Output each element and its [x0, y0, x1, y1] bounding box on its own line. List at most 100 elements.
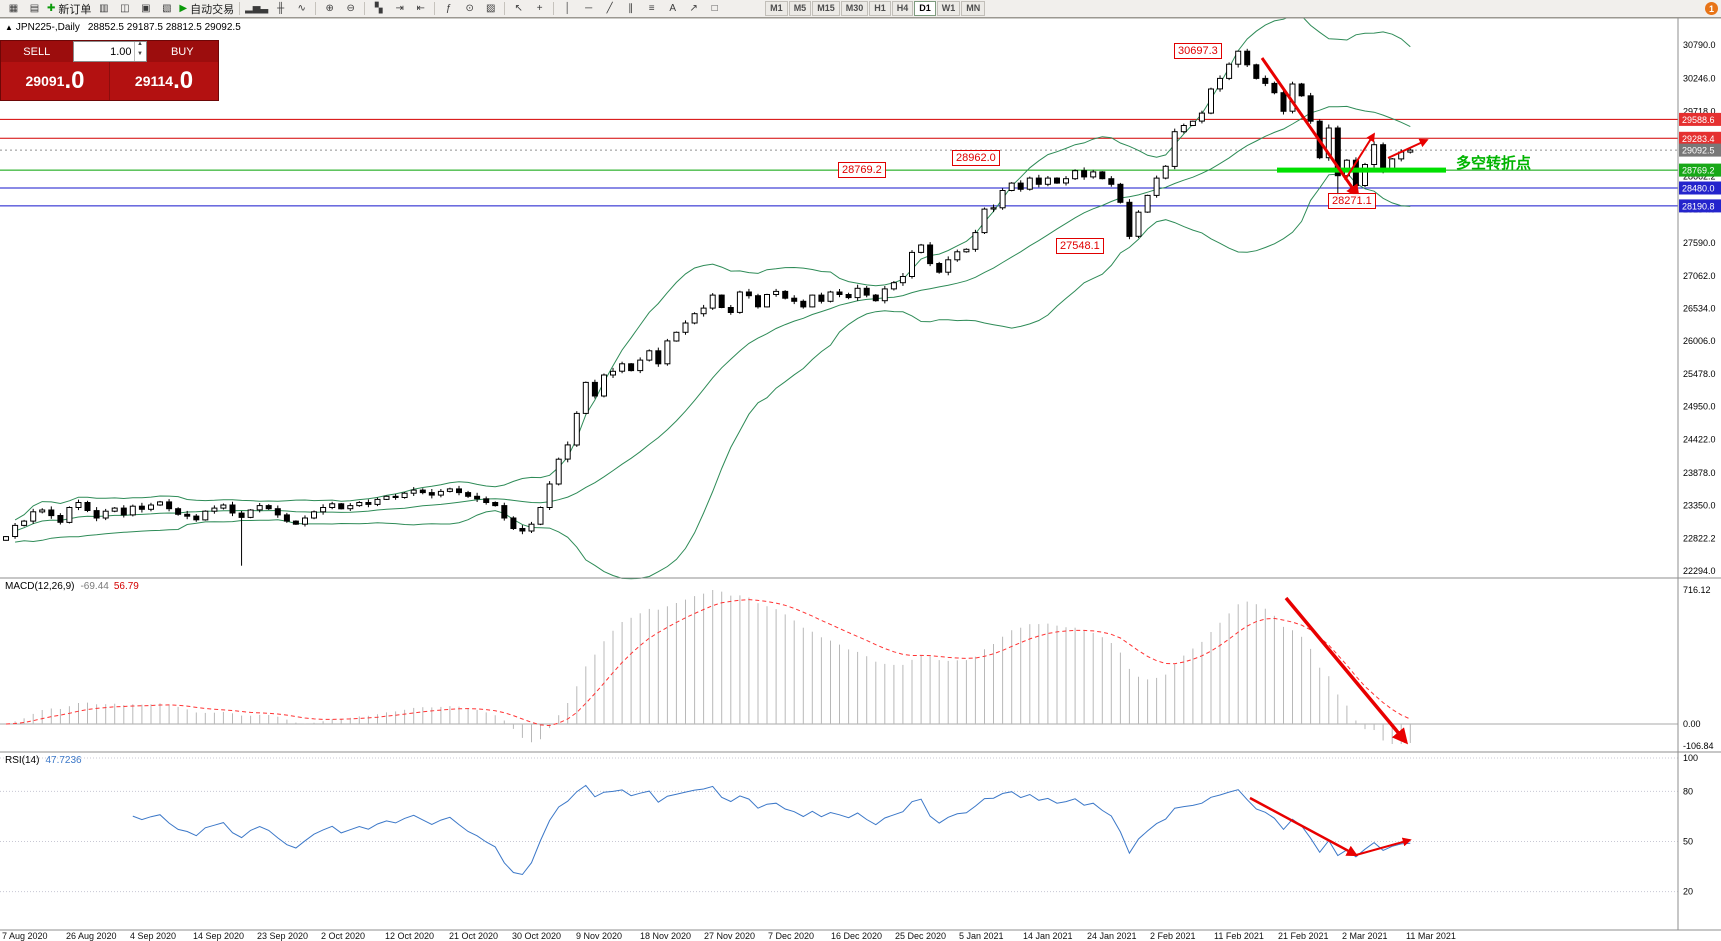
candle-body [102, 510, 109, 519]
candle-body [945, 259, 952, 273]
new-chart-icon[interactable]: ▦ [3, 1, 24, 16]
bar-chart-icon[interactable]: ▂▅▃ [243, 1, 270, 16]
timeframe-w1[interactable]: W1 [936, 1, 961, 16]
turning-point-note[interactable]: 多空转折点 [1456, 155, 1532, 172]
line-chart-icon[interactable]: ∿ [291, 1, 312, 16]
timeframe-d1[interactable]: D1 [914, 1, 936, 16]
chart-shift-icon[interactable]: ⇤ [410, 1, 431, 16]
candle-body [265, 505, 272, 510]
zoom-out-icon[interactable]: ⊖ [340, 1, 361, 16]
auto-scroll-icon[interactable]: ⇥ [389, 1, 410, 16]
volume-down-icon[interactable]: ▼ [137, 50, 143, 57]
candle-body [1334, 127, 1341, 177]
text-label-icon[interactable]: A [662, 1, 683, 16]
buy-price[interactable]: 29114 .0 [110, 62, 218, 100]
price-annotation[interactable]: 28962.0 [952, 150, 1000, 166]
candle-body [537, 507, 544, 525]
candle-body [673, 331, 680, 342]
candle-body [446, 488, 453, 492]
navigator-icon[interactable]: ▣ [135, 1, 156, 16]
candle-body [492, 502, 499, 507]
volume-up-icon[interactable]: ▲ [137, 41, 143, 47]
expand-icon[interactable]: ▲ [5, 23, 13, 32]
trendline-icon: ╱ [606, 3, 613, 14]
price-tick-label: 26534.0 [1683, 304, 1716, 314]
price-tick-label: 23350.0 [1683, 501, 1716, 511]
timeframe-mn[interactable]: MN [961, 1, 986, 16]
rsi-value: 47.7236 [45, 755, 82, 766]
vertical-line-icon[interactable]: │ [557, 1, 578, 16]
trend-arrow[interactable] [1355, 837, 1412, 856]
trend-arrow[interactable] [1260, 57, 1360, 199]
autotrading-button[interactable]: ▶ 自动交易 [177, 1, 236, 16]
candle-body [93, 510, 100, 519]
chart-shift-icon: ⇤ [416, 3, 425, 14]
candle-body [890, 282, 897, 290]
channel-icon[interactable]: ∥ [620, 1, 641, 16]
data-window-icon[interactable]: ◫ [114, 1, 135, 16]
price-tick-label: 28662.2 [1683, 172, 1716, 182]
trend-arrow[interactable] [1344, 132, 1375, 181]
candle-body [1099, 171, 1106, 180]
volume-stepper[interactable]: ▲ ▼ [72, 41, 147, 62]
price-annotation[interactable]: 28271.1 [1328, 193, 1376, 209]
candle-body [610, 370, 616, 376]
turning-point-highlight-bar[interactable] [1277, 167, 1446, 173]
zoom-in-icon[interactable]: ⊕ [319, 1, 340, 16]
rsi-axis-label: 50 [1683, 837, 1693, 847]
horizontal-line-icon[interactable]: ─ [578, 1, 599, 16]
price-tick-label: 22294.0 [1683, 566, 1716, 576]
timeframe-m30[interactable]: M30 [840, 1, 869, 16]
date-axis-label: 2 Mar 2021 [1342, 931, 1388, 941]
fibonacci-icon[interactable]: ≡ [641, 1, 662, 16]
candle-body [1126, 201, 1133, 237]
price-badge [1679, 163, 1721, 177]
cursor-icon[interactable]: ↖ [508, 1, 529, 16]
indicators-icon[interactable]: ƒ [438, 1, 459, 16]
date-axis-label: 14 Sep 2020 [193, 931, 245, 941]
market-watch-icon[interactable]: ▥ [93, 1, 114, 16]
notification-badge[interactable]: 1 [1705, 2, 1718, 15]
arrows-tool-icon[interactable]: ↗ [683, 1, 704, 16]
candle-body [410, 489, 417, 494]
volume-input[interactable] [73, 42, 134, 61]
candle-body [21, 520, 28, 526]
candle-body [283, 514, 290, 522]
timeframe-h4[interactable]: H4 [891, 1, 914, 16]
terminal-icon[interactable]: ▧ [156, 1, 177, 16]
price-annotation[interactable]: 28769.2 [838, 162, 886, 178]
candle-body [954, 251, 961, 261]
templates-icon[interactable]: ▨ [480, 1, 501, 16]
timeframe-m15[interactable]: M15 [812, 1, 840, 16]
candle-body [755, 295, 761, 308]
timeframe-m1[interactable]: M1 [765, 1, 788, 16]
periods-icon[interactable]: ⊙ [459, 1, 480, 16]
new-order-button[interactable]: ✚ 新订单 [45, 1, 93, 16]
chart-profiles-icon[interactable]: ▤ [24, 1, 45, 16]
candle-body [736, 291, 743, 313]
trendline-icon[interactable]: ╱ [599, 1, 620, 16]
timeframe-m5[interactable]: M5 [788, 1, 812, 16]
sell-price[interactable]: 29091 .0 [1, 62, 110, 100]
trend-arrow[interactable] [1284, 596, 1409, 745]
crosshair-icon: + [536, 3, 543, 14]
price-annotation[interactable]: 27548.1 [1056, 238, 1104, 254]
candle-body [1135, 211, 1142, 237]
candlestick-chart-icon[interactable]: ╫ [270, 1, 291, 16]
text-label-icon: A [669, 3, 676, 14]
crosshair-icon[interactable]: + [529, 1, 550, 16]
candle-body [1117, 183, 1124, 203]
trend-arrow[interactable] [1249, 796, 1358, 857]
buy-button[interactable]: BUY [146, 41, 218, 62]
trend-arrow[interactable] [1387, 138, 1429, 159]
candle-body [1063, 178, 1069, 184]
tile-windows-icon[interactable]: ▚ [368, 1, 389, 16]
candle-body [791, 297, 798, 302]
shapes-icon[interactable]: □ [704, 1, 725, 16]
sell-button[interactable]: SELL [1, 41, 73, 62]
candle-body [474, 495, 481, 500]
candle-body [338, 503, 345, 510]
timeframe-h1[interactable]: H1 [869, 1, 891, 16]
price-annotation[interactable]: 30697.3 [1174, 43, 1222, 59]
